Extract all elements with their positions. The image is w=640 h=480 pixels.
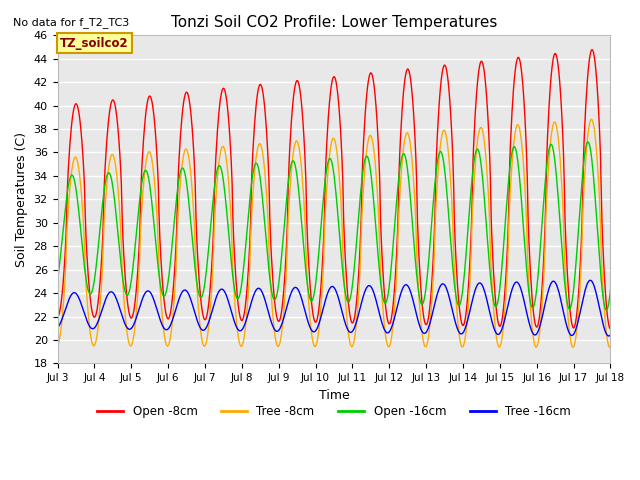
Legend: Open -8cm, Tree -8cm, Open -16cm, Tree -16cm: Open -8cm, Tree -8cm, Open -16cm, Tree -… <box>92 401 575 423</box>
Text: TZ_soilco2: TZ_soilco2 <box>60 37 129 50</box>
X-axis label: Time: Time <box>319 389 349 402</box>
Y-axis label: Soil Temperatures (C): Soil Temperatures (C) <box>15 132 28 267</box>
Text: No data for f_T2_TC3: No data for f_T2_TC3 <box>13 17 129 28</box>
Title: Tonzi Soil CO2 Profile: Lower Temperatures: Tonzi Soil CO2 Profile: Lower Temperatur… <box>171 15 497 30</box>
